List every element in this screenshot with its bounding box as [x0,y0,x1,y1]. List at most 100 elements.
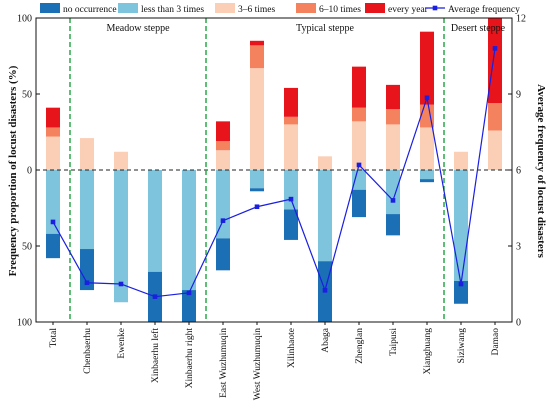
average-frequency-marker [390,198,396,203]
y-left-tick-label: 0 [27,166,32,177]
region-label: Typical steppe [296,23,354,34]
bar-segment [46,170,60,234]
region-label: Meadow steppe [106,23,170,34]
bar-segment [216,121,230,142]
bar-segment [420,170,434,180]
x-tick-label: Taipusi [389,328,399,356]
bar-segment [182,290,196,322]
bar-layer [46,18,502,322]
bar-segment [114,170,128,303]
bar-segment [488,130,502,170]
average-frequency-marker [50,219,56,225]
x-tick-label: Abaga [321,327,331,353]
legend-label: Average frequency [448,4,520,15]
bar-segment [352,121,366,170]
legend-swatch [40,3,60,13]
average-frequency-marker [356,162,362,168]
bar-segment [352,189,366,218]
bar-segment [250,170,264,189]
bar-segment [216,150,230,170]
bar-segment [488,103,502,131]
x-tick-label: Xilinhaote [287,328,297,368]
x-tick-label: Damao [491,328,501,356]
bar-segment [284,116,298,125]
bar-segment [386,84,400,110]
bar-segment [454,151,468,170]
bar-segment [250,188,264,192]
y-axis-right-title: Average frequency of locust disasters [535,84,547,258]
y-left-tick-label: 100 [17,14,32,25]
region-label: Desert steppe [451,23,506,34]
legend-label: less than 3 times [141,5,204,15]
average-frequency-line [52,48,496,298]
bar-segment [80,170,94,250]
bar-segment [250,68,264,170]
bar-segment [46,127,60,137]
x-tick-label: Total [49,328,59,348]
bar-segment [386,124,400,170]
legend-swatch [365,3,385,13]
bar-segment [250,40,264,46]
bar-segment [46,233,60,259]
bar-segment [386,109,400,125]
bar-segment [318,156,332,170]
bar-segment [284,87,298,117]
bar-segment [216,141,230,151]
bar-segment [420,31,434,105]
bar-segment [318,170,332,262]
bar-segment [420,104,434,128]
x-tick-label: West Wuzhumuqin [253,328,263,401]
bar-segment [420,127,434,170]
y-right-tick-label: 12 [516,14,526,25]
y-right-tick-label: 9 [516,90,521,101]
bar-segment [250,45,264,69]
y-axis-left-title: Frequency proportion of locust disasters… [7,65,19,276]
legend-label: 3–6 times [238,5,276,15]
bar-segment [148,170,162,272]
y-right-tick-label: 3 [516,242,521,253]
bar-segment [386,214,400,236]
y-left-tick-label: 100 [17,318,32,329]
average-frequency-marker [84,280,90,286]
y-right-tick-label: 6 [516,166,521,177]
bar-segment [284,170,298,210]
average-frequency-marker [254,204,260,210]
legend-label: every year [388,5,429,15]
x-tick-label: Xinbaerhu right [185,328,195,389]
average-frequency-marker [220,218,226,223]
axes-layer: 100 50 0 50 100 0 3 6 9 12 Total Chenbaerhu Ewenke Xi… [17,14,526,401]
x-tick-label: East Wuzhumuqin [219,328,229,398]
bar-segment [352,107,366,122]
bar-segment [216,238,230,271]
bar-segment [454,280,468,304]
bar-segment [352,170,366,190]
bar-segment [284,209,298,240]
bar-segment [352,66,366,108]
y-right-tick-label: 0 [516,318,521,329]
bar-segment [114,151,128,170]
average-frequency-marker [458,281,464,287]
x-tick-label: Xinbaerhu left [150,328,161,383]
average-line-layer [50,46,498,299]
average-frequency-marker [492,46,498,51]
bar-segment [284,124,298,170]
y-left-tick-label: 50 [22,242,32,253]
average-frequency-marker [322,288,328,293]
bar-segment [80,249,94,291]
average-frequency-marker [118,281,124,287]
x-tick-label: Chenbaerhu [83,328,93,374]
bar-segment [80,138,94,170]
region-label-layer: Meadow steppe Typical steppe Desert steppe [106,23,505,34]
bar-segment [386,170,400,215]
legend-marker-swatch [432,5,438,11]
legend-swatch [118,3,138,13]
legend: no occurrence less than 3 times 3–6 times 6… [40,3,520,15]
average-frequency-marker [424,95,430,101]
x-tick-label: Siziwang [457,328,467,364]
bar-segment [420,179,434,183]
bar-segment [488,18,502,104]
x-tick-label: Zhenglan [355,328,365,364]
x-tick-label: Xianghuang [423,328,433,375]
bar-segment [216,170,230,239]
